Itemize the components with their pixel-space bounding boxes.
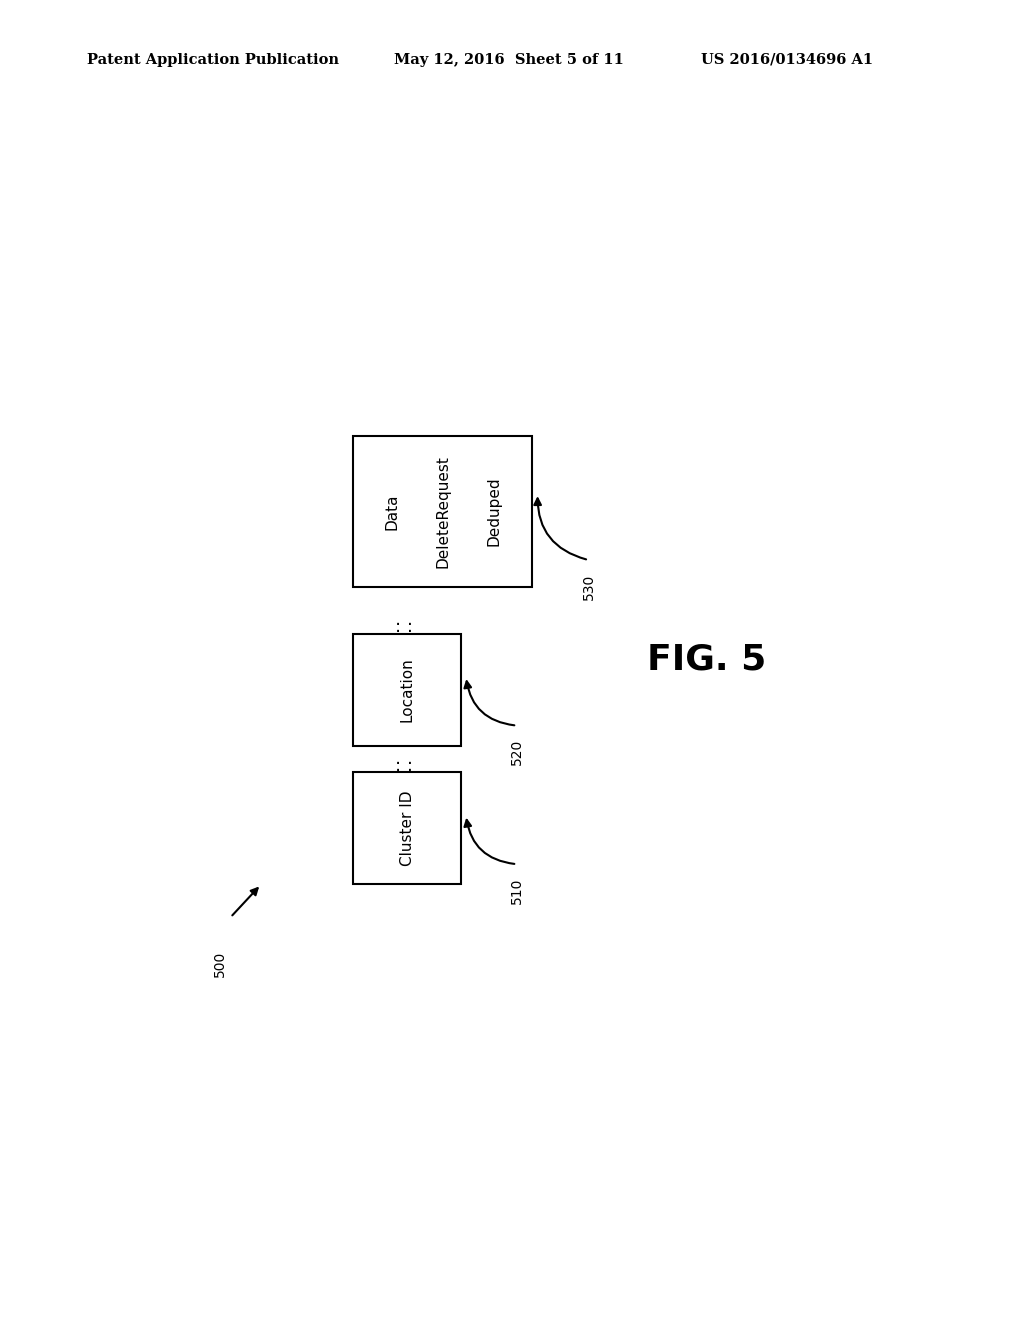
- Bar: [353, 772, 461, 884]
- Text: 500: 500: [213, 950, 227, 977]
- Text: May 12, 2016  Sheet 5 of 11: May 12, 2016 Sheet 5 of 11: [394, 53, 624, 67]
- Text: FIG. 5: FIG. 5: [647, 643, 766, 677]
- Bar: [353, 436, 532, 587]
- Text: : :: : :: [395, 618, 414, 636]
- Text: Cluster ID: Cluster ID: [399, 791, 415, 866]
- Text: Deduped: Deduped: [486, 477, 502, 546]
- Text: 510: 510: [510, 878, 524, 904]
- Text: US 2016/0134696 A1: US 2016/0134696 A1: [701, 53, 873, 67]
- Text: : :: : :: [395, 756, 414, 775]
- Text: 530: 530: [582, 573, 596, 599]
- Text: DeleteRequest: DeleteRequest: [435, 455, 451, 568]
- Text: Data: Data: [384, 494, 399, 529]
- Bar: [353, 634, 461, 746]
- Text: Patent Application Publication: Patent Application Publication: [87, 53, 339, 67]
- Text: Location: Location: [399, 657, 415, 722]
- Text: 520: 520: [510, 739, 524, 766]
